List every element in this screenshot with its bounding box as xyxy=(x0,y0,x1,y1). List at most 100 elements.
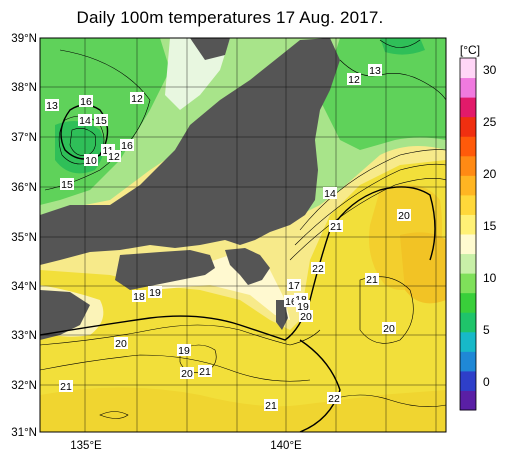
lat-label: 34°N xyxy=(11,281,37,293)
lat-label: 35°N xyxy=(11,232,37,244)
svg-text:12: 12 xyxy=(108,151,120,163)
contour-label: 14 xyxy=(323,187,337,200)
contour-label: 22 xyxy=(311,262,325,275)
contour-label: 15 xyxy=(94,114,108,127)
colorbar-swatch xyxy=(460,312,476,333)
plot-frame xyxy=(39,37,447,433)
map-plot-area xyxy=(40,38,446,432)
colorbar-tick: 10 xyxy=(483,271,497,285)
contour-label: 19 xyxy=(148,286,162,299)
kii-peninsula xyxy=(225,248,270,285)
svg-text:19: 19 xyxy=(178,345,190,357)
svg-text:21: 21 xyxy=(60,381,72,393)
svg-text:12: 12 xyxy=(348,74,360,86)
colorbar-swatch xyxy=(460,214,476,235)
contour-label: 20 xyxy=(114,337,128,350)
colorbar-tick: 0 xyxy=(483,375,490,389)
contour-label: 12 xyxy=(130,92,144,105)
contour-label: 15 xyxy=(60,178,74,191)
colorbar-swatch xyxy=(460,234,476,255)
contour-label: 16 xyxy=(120,139,134,152)
svg-text:22: 22 xyxy=(312,263,324,275)
colorbar-swatch xyxy=(460,116,476,137)
contour-label: 21 xyxy=(264,399,278,412)
colorbar-swatch xyxy=(460,273,476,294)
svg-text:16: 16 xyxy=(121,140,133,152)
contour-label: 20 xyxy=(180,367,194,380)
cold-eddy-northeast xyxy=(380,38,425,55)
svg-text:21: 21 xyxy=(265,400,277,412)
svg-text:20: 20 xyxy=(300,311,312,323)
colorbar-frame xyxy=(459,57,477,411)
colorbar-swatch xyxy=(460,175,476,196)
colorbar-swatch xyxy=(460,370,476,391)
colorbar-swatch xyxy=(460,155,476,176)
warm-patch-east-2 xyxy=(400,232,446,304)
cold-sea-field-northeast xyxy=(320,38,446,150)
colorbar-tick: 30 xyxy=(483,63,497,77)
map-title: Daily 100m temperatures 17 Aug. 2017. xyxy=(76,8,384,27)
svg-text:15: 15 xyxy=(95,115,107,127)
svg-text:13: 13 xyxy=(369,65,381,77)
colorbar-swatch xyxy=(460,292,476,313)
contour-label: 20 xyxy=(382,322,396,335)
colorbar-tick: 25 xyxy=(483,115,497,129)
noto-landmass xyxy=(190,38,230,60)
svg-text:20: 20 xyxy=(398,210,410,222)
lat-label: 31°N xyxy=(11,427,37,439)
svg-text:19: 19 xyxy=(297,301,309,313)
svg-text:16: 16 xyxy=(285,296,297,308)
warm-patch-south xyxy=(40,387,446,432)
contour-label: 19 xyxy=(177,344,191,357)
contour-label: 16 xyxy=(79,95,93,108)
svg-text:17: 17 xyxy=(288,280,300,292)
contour-label: 18 xyxy=(132,290,146,303)
contour-label: 19 xyxy=(296,300,310,313)
colorbar-unit: [°C] xyxy=(460,43,480,57)
lat-label: 36°N xyxy=(11,182,37,194)
lat-label: 38°N xyxy=(11,82,37,94)
colorbar-swatch xyxy=(460,331,476,352)
colorbar-swatch xyxy=(460,390,476,411)
contour-label: 20 xyxy=(397,209,411,222)
colorbar-tick: 15 xyxy=(483,219,497,233)
colorbar-swatch xyxy=(460,253,476,274)
svg-text:20: 20 xyxy=(181,368,193,380)
contour-label: 21 xyxy=(198,365,212,378)
colorbar-swatch xyxy=(460,97,476,118)
colorbar-swatch xyxy=(460,58,476,79)
svg-text:10: 10 xyxy=(85,155,97,167)
contour-label: 17 xyxy=(287,279,301,292)
colorbar-swatch xyxy=(460,136,476,157)
svg-text:13: 13 xyxy=(46,100,58,112)
contour-label: 21 xyxy=(329,220,343,233)
svg-text:19: 19 xyxy=(149,287,161,299)
colorbar-swatches xyxy=(460,58,476,411)
japan-landmass xyxy=(40,38,340,265)
svg-text:12: 12 xyxy=(131,93,143,105)
colorbar-ticks: 30 25 20 15 10 5 0 xyxy=(483,63,497,389)
contour-label: 14 xyxy=(78,114,92,127)
contour-label: 21 xyxy=(59,380,73,393)
lat-label: 33°N xyxy=(11,330,37,342)
contour-label: 12 xyxy=(347,73,361,86)
lon-label: 140°E xyxy=(270,440,302,452)
colorbar-tick: 5 xyxy=(483,323,490,337)
contour-label: 13 xyxy=(45,99,59,112)
lat-label: 39°N xyxy=(11,33,37,45)
lat-label: 37°N xyxy=(11,132,37,144)
svg-text:20: 20 xyxy=(115,338,127,350)
contour-label: 20 xyxy=(299,310,313,323)
colorbar: [°C] 30 25 20 15 10 5 0 xyxy=(459,43,497,411)
svg-text:21: 21 xyxy=(199,366,211,378)
svg-text:18: 18 xyxy=(133,291,145,303)
svg-text:20: 20 xyxy=(383,323,395,335)
contour-label: 21 xyxy=(365,273,379,286)
contour-labels: 13 16 12 14 15 16 11 12 10 15 12 13 14 2… xyxy=(45,64,411,412)
colorbar-swatch xyxy=(460,194,476,215)
longitude-labels: 135°E 140°E xyxy=(70,440,302,452)
contour-label: 22 xyxy=(327,392,341,405)
svg-text:16: 16 xyxy=(80,96,92,108)
svg-text:22: 22 xyxy=(328,393,340,405)
colorbar-tick: 20 xyxy=(483,167,497,181)
